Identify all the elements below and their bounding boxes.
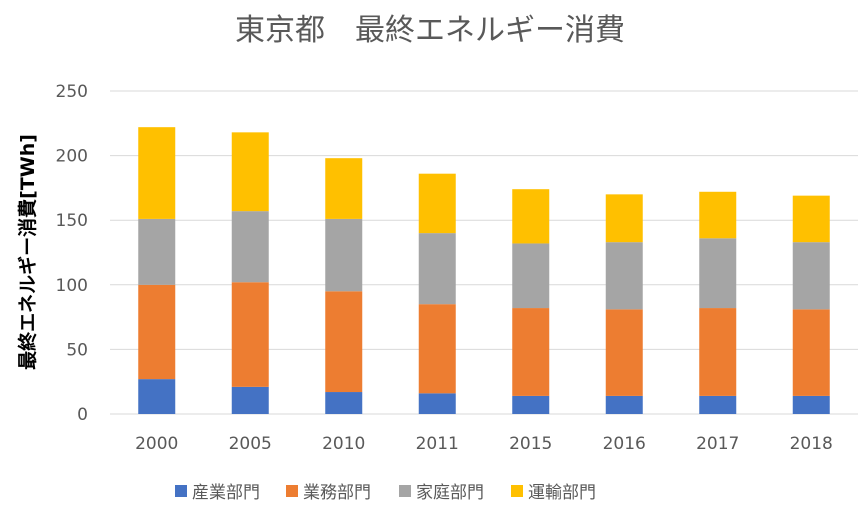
x-axis-ticks: 2000 2005 2010 2011 2015 2016 2017 2018	[135, 434, 833, 454]
bar-2010-series-2	[325, 218, 363, 292]
bar-2017-series-1	[699, 308, 737, 396]
x-tick-label: 2015	[509, 434, 552, 454]
bar-2000-series-2	[138, 218, 176, 285]
y-axis-label: 最終エネルギー消費[TWh]	[16, 134, 39, 370]
bar-2017-series-3	[699, 191, 737, 239]
gridlines	[110, 90, 858, 415]
bar-2017-series-0	[699, 395, 737, 414]
x-tick-label: 2011	[416, 434, 459, 454]
y-tick-label: 250	[56, 82, 88, 102]
bar-2010-series-0	[325, 392, 363, 414]
y-tick-label: 100	[56, 276, 88, 296]
bar-2015-series-2	[512, 243, 550, 309]
bar-2000-series-1	[138, 284, 176, 380]
bar-2018-series-2	[792, 242, 830, 310]
bar-2005-series-3	[231, 132, 269, 212]
legend-label: 業務部門	[303, 483, 371, 503]
bar-2015-series-0	[512, 395, 550, 414]
bar-2010-series-1	[325, 291, 363, 393]
bar-2000-series-3	[138, 127, 176, 219]
bars	[138, 127, 830, 414]
bar-2018-series-0	[792, 395, 830, 414]
x-tick-label: 2005	[229, 434, 272, 454]
bar-2016-series-2	[605, 242, 643, 310]
bar-2005-series-0	[231, 386, 269, 414]
y-tick-label: 50	[66, 340, 88, 360]
legend-swatch-3	[511, 485, 523, 497]
legend-label: 運輸部門	[528, 483, 596, 503]
bar-2000-series-0	[138, 379, 176, 414]
chart-title: 東京都 最終エネルギー消費	[235, 13, 625, 48]
bar-2018-series-1	[792, 309, 830, 396]
bar-2015-series-3	[512, 189, 550, 244]
bar-2015-series-1	[512, 308, 550, 396]
x-tick-label: 2000	[135, 434, 178, 454]
bar-2005-series-2	[231, 211, 269, 283]
bar-2011-series-2	[418, 233, 456, 305]
bar-2010-series-3	[325, 158, 363, 219]
bar-2011-series-0	[418, 393, 456, 414]
legend-swatch-2	[399, 485, 411, 497]
x-tick-label: 2017	[696, 434, 739, 454]
y-tick-label: 150	[56, 211, 88, 231]
bar-2016-series-0	[605, 395, 643, 414]
legend-label: 家庭部門	[416, 483, 484, 503]
x-tick-label: 2016	[603, 434, 646, 454]
legend-swatch-1	[286, 485, 298, 497]
bar-2018-series-3	[792, 195, 830, 243]
y-axis-ticks: 0 50 100 150 200 250	[56, 82, 88, 425]
x-tick-label: 2018	[790, 434, 833, 454]
bar-2011-series-3	[418, 173, 456, 234]
legend: 産業部門 業務部門 家庭部門 運輸部門	[175, 483, 596, 503]
bar-2016-series-1	[605, 309, 643, 396]
legend-label: 産業部門	[192, 483, 260, 503]
bar-2011-series-1	[418, 304, 456, 394]
bar-2016-series-3	[605, 194, 643, 243]
y-tick-label: 200	[56, 147, 88, 167]
y-tick-label: 0	[77, 405, 88, 425]
x-tick-label: 2010	[322, 434, 365, 454]
bar-2017-series-2	[699, 238, 737, 309]
bar-2005-series-1	[231, 282, 269, 387]
legend-swatch-0	[175, 485, 187, 497]
